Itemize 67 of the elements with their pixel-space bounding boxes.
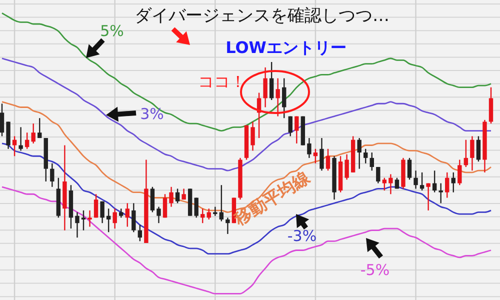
candlestick — [94, 194, 98, 218]
text: LOWエントリー — [226, 38, 346, 57]
candlestick — [206, 208, 211, 220]
candlestick — [414, 170, 418, 190]
candlestick — [6, 121, 10, 150]
series-label: 3% — [140, 105, 164, 123]
series-label: 5% — [100, 22, 124, 40]
candlestick — [282, 78, 286, 119]
candlestick — [150, 186, 155, 213]
candlestick — [24, 132, 30, 150]
candlestick — [0, 103, 4, 137]
candlestick — [388, 174, 393, 195]
candlestick — [294, 116, 299, 144]
candlestick — [326, 148, 330, 172]
candlestick — [75, 212, 80, 238]
candlestick — [307, 137, 312, 159]
candlestick — [263, 66, 268, 108]
candlestick — [464, 139, 468, 168]
candlestick — [125, 202, 130, 228]
candlestick — [213, 206, 218, 216]
candlestick — [18, 126, 23, 152]
candlestick — [276, 78, 280, 117]
candlestick — [132, 202, 136, 233]
annotation: ココ！ — [198, 72, 246, 91]
candlestick — [138, 224, 142, 242]
candlestick — [194, 197, 198, 218]
candlestick — [432, 170, 437, 193]
candlestick — [313, 148, 318, 164]
candlestick — [112, 208, 117, 230]
candlestick — [357, 137, 362, 170]
candlestick — [451, 172, 456, 193]
candlestick — [81, 210, 86, 231]
candlestick — [407, 157, 412, 180]
candlestick — [445, 172, 450, 198]
candlestick — [250, 121, 255, 152]
candlestick — [119, 208, 124, 218]
candlestick — [50, 162, 54, 188]
candlestick — [200, 208, 205, 224]
candlestick — [169, 186, 174, 208]
candlestick — [420, 172, 424, 192]
candlestick — [219, 184, 224, 222]
candlestick — [344, 154, 349, 180]
candlestick — [175, 188, 180, 204]
candlestick — [438, 182, 443, 204]
candlestick — [470, 136, 474, 172]
candlestick — [226, 217, 230, 235]
candlestick — [320, 137, 324, 172]
candlestick — [156, 206, 161, 224]
candlestick — [38, 118, 42, 139]
candlestick — [100, 200, 104, 224]
candlestick — [376, 166, 380, 184]
series-label: -5% — [360, 261, 390, 279]
candlestick — [382, 177, 387, 192]
candlestick — [88, 210, 92, 228]
candlestick — [12, 136, 17, 157]
candlestick — [488, 86, 494, 124]
candlestick — [426, 182, 430, 212]
candlestick — [458, 159, 462, 186]
candlestick — [364, 148, 368, 164]
candlestick — [269, 61, 274, 101]
candlestick — [31, 122, 36, 144]
candlestick — [106, 208, 111, 233]
candlestick — [370, 152, 374, 172]
candlestick — [476, 136, 481, 162]
candlestick — [288, 116, 292, 137]
chart-title: ダイバージェンスを確認しつつ… — [134, 6, 390, 26]
candlestick — [162, 194, 168, 218]
